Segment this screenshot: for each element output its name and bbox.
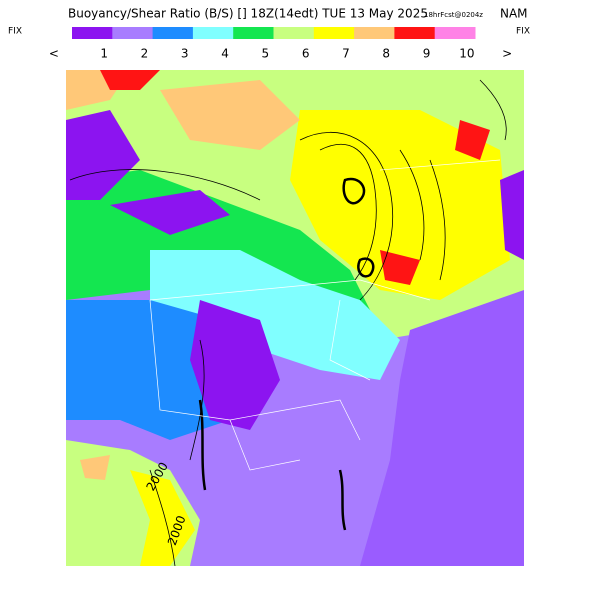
legend-swatch [72,27,113,39]
legend-label: 1 [100,47,108,61]
legend-label: 3 [181,47,189,61]
legend-label: 10 [459,47,474,61]
legend-swatch [192,27,234,39]
legend-label: 2 [141,47,149,61]
legend-label: > [502,47,512,61]
legend-swatch [112,27,154,39]
legend-label: < [49,47,59,61]
legend-swatch [233,27,274,39]
map: 2000 2000 [66,70,524,566]
legend-swatch [394,27,436,39]
legend-swatch [434,27,476,39]
legend: <1 2 3 4 5 6 7 8 9 10 > [49,27,512,61]
legend-label: 5 [262,47,270,61]
title: Buoyancy/Shear Ratio (B/S) [] 18Z(14edt)… [68,7,428,21]
legend-label: 6 [302,47,310,61]
legend-swatch [313,27,355,39]
legend-left: FIX [8,27,22,37]
legend-swatch [152,27,194,39]
legend-label: 8 [382,47,390,61]
legend-swatch [354,27,395,39]
legend-swatch [273,27,315,39]
legend-label: 7 [342,47,350,61]
legend-label: 4 [221,47,229,61]
model-label: NAM [500,7,528,21]
forecast-label: 18hrFcst@0204z [424,11,483,19]
legend-label: 9 [423,47,431,61]
legend-right: FIX [516,27,530,37]
